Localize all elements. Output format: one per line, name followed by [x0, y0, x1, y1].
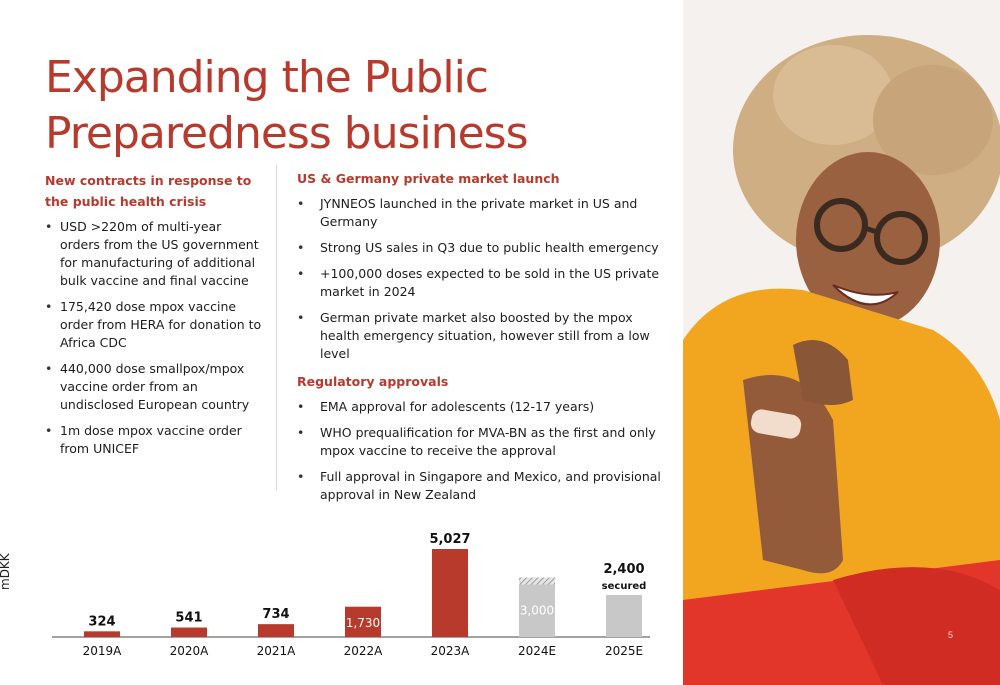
right-heading-regulatory: Regulatory approvals: [297, 374, 449, 389]
revenue-bar-chart: 324 2019A 541 2020A 734 2021A 1,730 2022A 5,027 2…: [30, 525, 655, 665]
list-item: 1m dose mpox vaccine order from UNICEF: [45, 422, 265, 458]
launch-bullet-list: JYNNEOS launched in the private market i…: [297, 195, 662, 363]
bar-hatch-2024E: [519, 577, 555, 585]
list-item: WHO prequalification for MVA-BN as the f…: [297, 424, 662, 460]
list-item: Full approval in Singapore and Mexico, a…: [297, 468, 662, 504]
bar-2023A: [432, 549, 468, 637]
left-column: New contracts in response to the public …: [45, 170, 265, 466]
bar-inner-label: 3,000: [520, 604, 554, 618]
list-item: EMA approval for adolescents (12-17 year…: [297, 398, 662, 416]
category-label: 2019A: [83, 644, 123, 658]
bar-2024E: [519, 584, 555, 637]
bar-value-label: 734: [262, 607, 289, 622]
bar-2019A: [84, 631, 120, 637]
right-heading-launch: US & Germany private market launch: [297, 171, 560, 186]
hero-photo: [683, 0, 1000, 685]
bar-value-label: 5,027: [429, 532, 470, 547]
list-item: JYNNEOS launched in the private market i…: [297, 195, 662, 231]
column-divider: [276, 165, 277, 490]
category-label: 2022A: [344, 644, 384, 658]
bar-2025E: [606, 594, 642, 637]
list-item: USD >220m of multi-year orders from the …: [45, 218, 265, 290]
bar-2022A: [345, 606, 381, 637]
category-label: 2024E: [518, 644, 556, 658]
regulatory-bullet-list: EMA approval for adolescents (12-17 year…: [297, 398, 662, 504]
category-label: 2023A: [431, 644, 471, 658]
bar-2020A: [171, 627, 207, 637]
list-item: +100,000 doses expected to be sold in th…: [297, 265, 662, 301]
left-heading: New contracts in response to the public …: [45, 173, 252, 209]
bar-2021A: [258, 624, 294, 637]
bar-value-label: 324: [88, 614, 115, 629]
category-label: 2021A: [257, 644, 297, 658]
bar-value-label: 2,400: [603, 562, 644, 577]
list-item: Strong US sales in Q3 due to public heal…: [297, 239, 662, 257]
list-item: German private market also boosted by th…: [297, 309, 662, 363]
woman-portrait-image: [683, 0, 1000, 685]
bar-annotation: secured: [602, 581, 647, 592]
list-item: 440,000 dose smallpox/mpox vaccine order…: [45, 360, 265, 414]
right-column: US & Germany private market launch JYNNE…: [297, 168, 662, 512]
bar-value-label: 541: [175, 611, 202, 626]
chart-y-axis-label: mDKK: [0, 553, 12, 590]
page-number: 5: [948, 630, 954, 640]
category-label: 2020A: [170, 644, 210, 658]
list-item: 175,420 dose mpox vaccine order from HER…: [45, 298, 265, 352]
page-title: Expanding the Public Preparedness busine…: [45, 52, 529, 159]
category-label: 2025E: [605, 644, 643, 658]
chart-svg: 324 2019A 541 2020A 734 2021A 1,730 2022A 5,027 2…: [52, 532, 650, 658]
left-bullet-list: USD >220m of multi-year orders from the …: [45, 218, 265, 458]
bar-inner-label: 1,730: [346, 616, 380, 630]
